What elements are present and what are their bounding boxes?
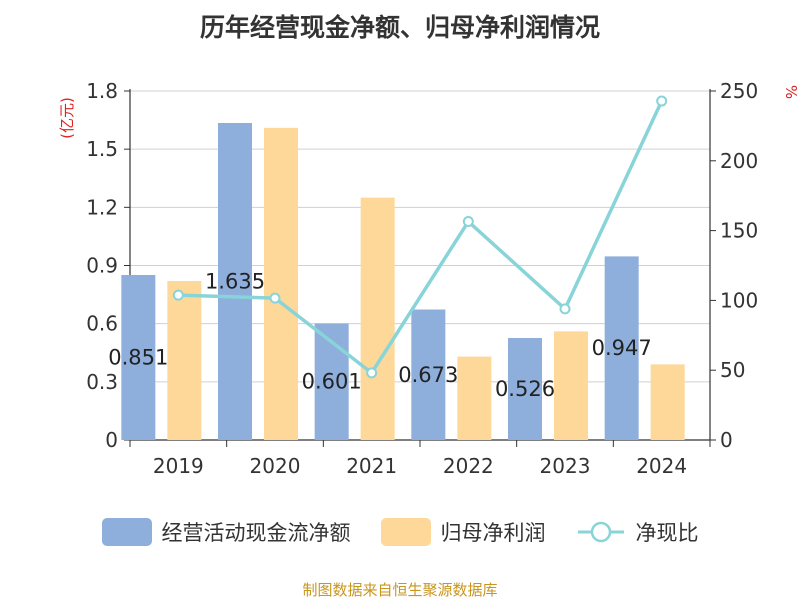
bar-profit: [167, 281, 202, 440]
x-tick-label: 2022: [443, 454, 494, 478]
legend-swatch-profit: [380, 518, 431, 546]
bar-profit: [360, 197, 395, 440]
x-tick-label: 2023: [540, 454, 591, 478]
data-label-cashflow: 0.601: [302, 370, 362, 394]
y-left-tick-label: 1.8: [86, 79, 118, 103]
data-label-cashflow: 1.635: [205, 269, 265, 293]
x-tick-label: 2021: [346, 454, 397, 478]
y-right-unit: %: [782, 85, 800, 99]
bar-cashflow: [218, 122, 252, 440]
legend-item-profit[interactable]: 归母净利润: [380, 517, 546, 547]
point-ratio: [172, 289, 184, 301]
y-left-tick-label: 0.6: [86, 312, 118, 336]
y-left-tick-label: 0: [105, 428, 118, 452]
data-label-cashflow: 0.851: [108, 346, 168, 370]
y-left-tick-label: 1.2: [86, 195, 118, 219]
legend-label-profit: 归母净利润: [440, 521, 546, 545]
bar-profit: [554, 331, 588, 440]
legend-item-cashflow[interactable]: 经营活动现金流净额: [101, 517, 351, 547]
bar-cashflow: [411, 309, 446, 440]
y-right-tick-label: 50: [720, 358, 745, 382]
data-label-cashflow: 0.947: [592, 336, 652, 360]
data-label-cashflow: 0.673: [398, 363, 458, 387]
legend-swatch-cashflow: [101, 518, 152, 546]
point-ratio: [656, 95, 668, 107]
data-label-cashflow: 0.526: [495, 377, 555, 401]
y-right-tick-label: 200: [720, 149, 758, 173]
y-right-tick-label: 250: [720, 79, 758, 103]
y-left-tick-label: 0.9: [86, 254, 118, 278]
y-left-tick-label: 1.5: [86, 137, 118, 161]
legend-label-cashflow: 经营活动现金流净额: [161, 521, 351, 545]
y-right-tick-label: 0: [720, 428, 733, 452]
bar-cashflow: [604, 256, 639, 440]
legend: 经营活动现金流净额 归母净利润 净现比: [0, 517, 800, 547]
x-tick-label: 2019: [153, 454, 204, 478]
line-ratio: [178, 100, 664, 375]
legend-label-ratio: 净现比: [635, 521, 699, 545]
y-right-tick-label: 100: [720, 288, 758, 312]
bar-cashflow: [508, 338, 542, 440]
x-tick-label: 2020: [250, 454, 301, 478]
point-ratio: [462, 216, 474, 228]
source-note: 制图数据来自恒生聚源数据库: [302, 581, 498, 599]
bar-profit: [650, 364, 685, 440]
legend-swatch-ratio: [577, 521, 624, 543]
y-right-tick-label: 150: [720, 219, 758, 243]
point-ratio: [366, 367, 378, 379]
point-ratio: [269, 292, 281, 304]
y-left-tick-label: 0.3: [86, 370, 118, 394]
y-left-unit: (亿元): [58, 97, 76, 139]
bar-cashflow: [121, 275, 156, 440]
legend-item-ratio[interactable]: 净现比: [576, 517, 699, 547]
bar-profit: [457, 356, 492, 440]
bar-profit: [264, 127, 298, 440]
x-tick-label: 2024: [636, 454, 687, 478]
chart-title: 历年经营现金净额、归母净利润情况: [199, 13, 600, 42]
point-ratio: [559, 303, 571, 315]
